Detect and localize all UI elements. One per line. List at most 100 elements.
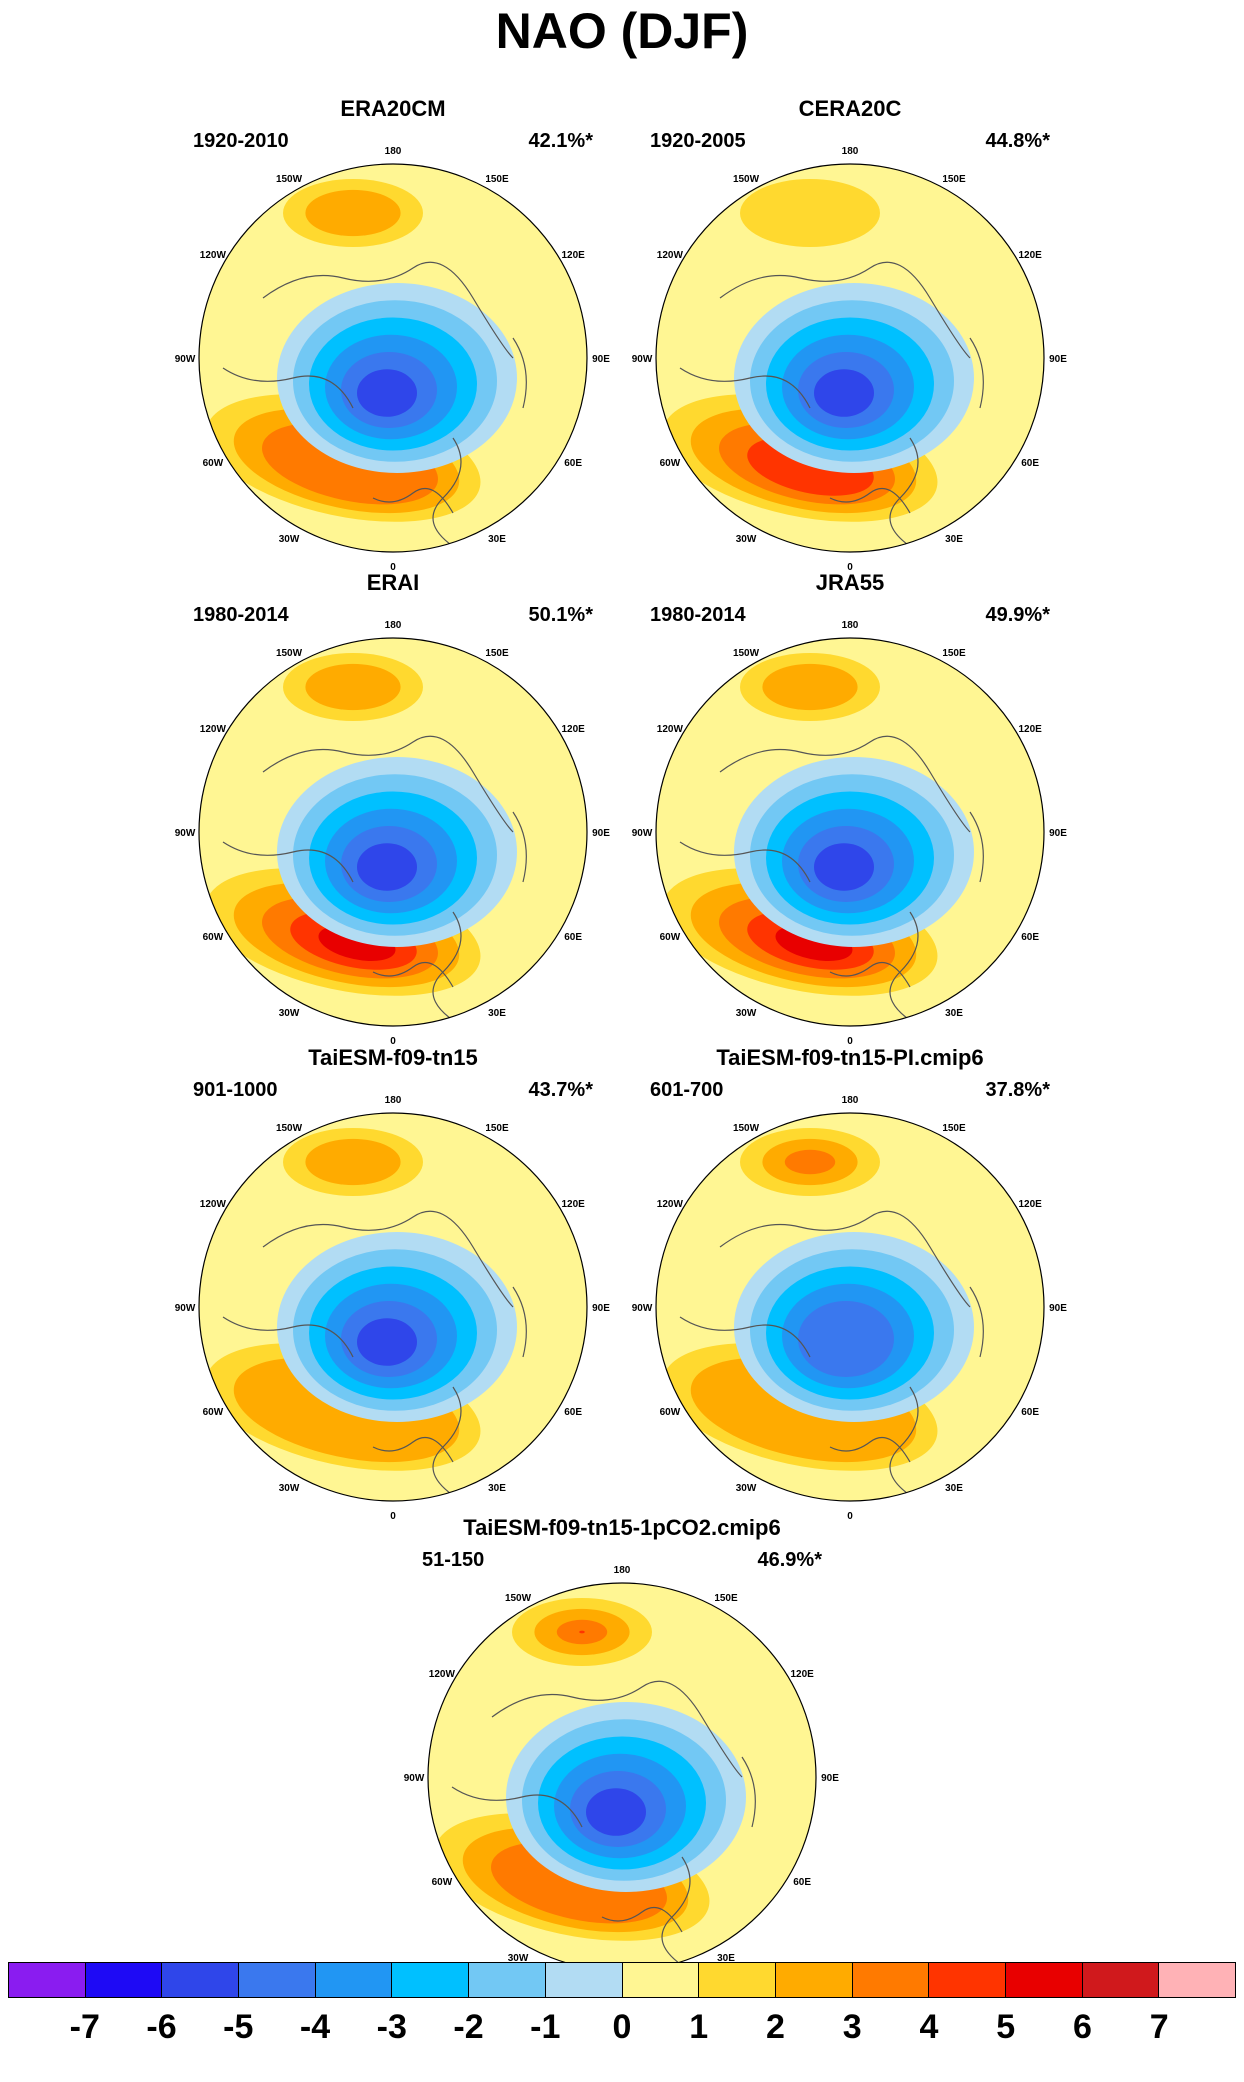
colorbar-tick-label: 1 bbox=[689, 2008, 709, 2046]
pacific-high-contour bbox=[305, 1138, 401, 1186]
longitude-label: 90E bbox=[1049, 354, 1067, 365]
polar-map: 180 150E 120E 90E 60E 30E 0 30W 60W 90W 120W 150W bbox=[175, 620, 611, 1047]
map-panel: JRA55 1980-2014 49.9%* 180 150E 120E 90E 60E 30E… bbox=[620, 570, 1080, 1047]
longitude-label: 30W bbox=[736, 1008, 757, 1019]
coastline bbox=[222, 735, 527, 1026]
longitude-label: 150W bbox=[733, 174, 760, 185]
longitude-label: 60E bbox=[564, 1407, 582, 1418]
panel-title: TaiESM-f09-tn15-1pCO2.cmip6 bbox=[463, 1515, 781, 1540]
pacific-high-contour bbox=[305, 663, 401, 711]
map-panel: ERA20CM 1920-2010 42.1%* 180 150E 120E 90E 60E 3… bbox=[163, 96, 623, 573]
colorbar-tick-label: 4 bbox=[919, 2008, 939, 2046]
longitude-label: 30W bbox=[279, 1483, 300, 1494]
longitude-label: 120W bbox=[657, 724, 684, 735]
panel-title: TaiESM-f09-tn15-PI.cmip6 bbox=[716, 1045, 984, 1070]
longitude-label: 180 bbox=[614, 1565, 631, 1576]
colorbar-tick-label: 2 bbox=[766, 2008, 785, 2046]
longitude-label: 180 bbox=[842, 1095, 859, 1106]
colorbar-box bbox=[162, 1963, 240, 1997]
longitude-label: 150W bbox=[733, 1123, 760, 1134]
longitude-label: 0 bbox=[390, 562, 396, 573]
map-panel: TaiESM-f09-tn15-1pCO2.cmip6 51-150 46.9%* 1… bbox=[392, 1515, 852, 1992]
longitude-label: 180 bbox=[842, 146, 859, 157]
coastline bbox=[222, 1210, 527, 1501]
arctic-low-contour bbox=[357, 1318, 417, 1366]
colorbar-tick-label: -5 bbox=[223, 2008, 254, 2046]
arctic-low-contour bbox=[357, 369, 417, 417]
colorbar-box bbox=[929, 1963, 1006, 1997]
colorbar-tick-label: 3 bbox=[842, 2008, 862, 2046]
longitude-label: 30W bbox=[736, 534, 757, 545]
polar-map: 180 150E 120E 90E 60E 30E 0 30W 60W 90W 120W 150W bbox=[632, 146, 1068, 573]
longitude-label: 60W bbox=[660, 458, 681, 469]
longitude-label: 60E bbox=[564, 932, 582, 943]
map-border bbox=[655, 163, 1045, 553]
longitude-label: 0 bbox=[390, 1036, 396, 1047]
longitude-label: 60E bbox=[1021, 458, 1039, 469]
arctic-low-contour bbox=[357, 843, 417, 891]
panel-variance-percent: 50.1%* bbox=[528, 604, 594, 626]
longitude-label: 30W bbox=[279, 1008, 300, 1019]
longitude-label: 90W bbox=[632, 1303, 653, 1314]
polar-map: 180 150E 120E 90E 60E 30E 0 30W 60W 90W 120W 150W bbox=[175, 1095, 611, 1522]
longitude-label: 30E bbox=[945, 534, 963, 545]
panel-period: 51-150 bbox=[422, 1549, 485, 1571]
longitude-label: 150W bbox=[276, 174, 303, 185]
main-title: NAO (DJF) bbox=[495, 3, 749, 59]
panel-title: ERA20CM bbox=[340, 96, 446, 121]
colorbar-box bbox=[9, 1963, 86, 1997]
colorbar-tick-label: -3 bbox=[376, 2008, 407, 2046]
panel-variance-percent: 49.9%* bbox=[985, 604, 1051, 626]
longitude-label: 90E bbox=[821, 1773, 839, 1784]
longitude-label: 90W bbox=[632, 828, 653, 839]
map-panel: TaiESM-f09-tn15-PI.cmip6 601-700 37.8%* 180… bbox=[620, 1045, 1080, 1522]
polar-map: 180 150E 120E 90E 60E 30E 0 30W 60W 90W 120W 150W bbox=[632, 620, 1068, 1047]
longitude-label: 60W bbox=[203, 932, 224, 943]
colorbar-tick-label: -7 bbox=[69, 2008, 100, 2046]
coastline bbox=[679, 1210, 984, 1501]
longitude-label: 120E bbox=[561, 724, 585, 735]
longitude-label: 90W bbox=[175, 354, 196, 365]
longitude-label: 150E bbox=[942, 1123, 966, 1134]
longitude-label: 120W bbox=[657, 250, 684, 261]
longitude-label: 120E bbox=[790, 1669, 814, 1680]
pacific-high-contour bbox=[762, 663, 858, 711]
longitude-label: 30E bbox=[488, 1008, 506, 1019]
longitude-label: 60W bbox=[660, 1407, 681, 1418]
map-border bbox=[198, 163, 588, 553]
longitude-label: 90E bbox=[592, 354, 610, 365]
pacific-high-contour bbox=[740, 179, 880, 247]
colorbar-box bbox=[1159, 1963, 1235, 1997]
panel-period: 601-700 bbox=[650, 1079, 724, 1101]
longitude-label: 60W bbox=[660, 932, 681, 943]
colorbar-box bbox=[699, 1963, 776, 1997]
longitude-label: 120W bbox=[200, 724, 227, 735]
map-panel: TaiESM-f09-tn15 901-1000 43.7%* 180 150E 120E… bbox=[163, 1045, 623, 1522]
longitude-label: 60E bbox=[1021, 1407, 1039, 1418]
longitude-label: 180 bbox=[385, 620, 402, 631]
panel-variance-percent: 44.8%* bbox=[985, 130, 1051, 152]
colorbar-box bbox=[622, 1963, 700, 1997]
longitude-label: 180 bbox=[842, 620, 859, 631]
longitude-label: 30W bbox=[279, 534, 300, 545]
panel-period: 1980-2014 bbox=[193, 604, 289, 626]
longitude-label: 0 bbox=[390, 1511, 396, 1522]
longitude-label: 90W bbox=[175, 1303, 196, 1314]
polar-map: 180 150E 120E 90E 60E 30E 0 30W 60W 90W 120W 150W bbox=[632, 1095, 1068, 1522]
longitude-label: 90W bbox=[404, 1773, 425, 1784]
longitude-label: 60E bbox=[564, 458, 582, 469]
longitude-label: 30E bbox=[945, 1483, 963, 1494]
panel-variance-percent: 43.7%* bbox=[528, 1079, 594, 1101]
longitude-label: 150E bbox=[485, 174, 509, 185]
coastline bbox=[679, 735, 984, 1026]
arctic-low-contour bbox=[798, 1301, 894, 1377]
map-panel: ERAI 1980-2014 50.1%* 180 150E 120E 90E 60E 30E 0… bbox=[163, 570, 623, 1047]
colorbar-tick-label: 0 bbox=[612, 2008, 632, 2046]
panel-variance-percent: 42.1%* bbox=[528, 130, 594, 152]
longitude-label: 150W bbox=[505, 1593, 532, 1604]
longitude-label: 60E bbox=[1021, 932, 1039, 943]
longitude-label: 120E bbox=[561, 250, 585, 261]
panel-title: JRA55 bbox=[815, 570, 885, 595]
map-border bbox=[655, 637, 1045, 1027]
longitude-label: 30W bbox=[736, 1483, 757, 1494]
